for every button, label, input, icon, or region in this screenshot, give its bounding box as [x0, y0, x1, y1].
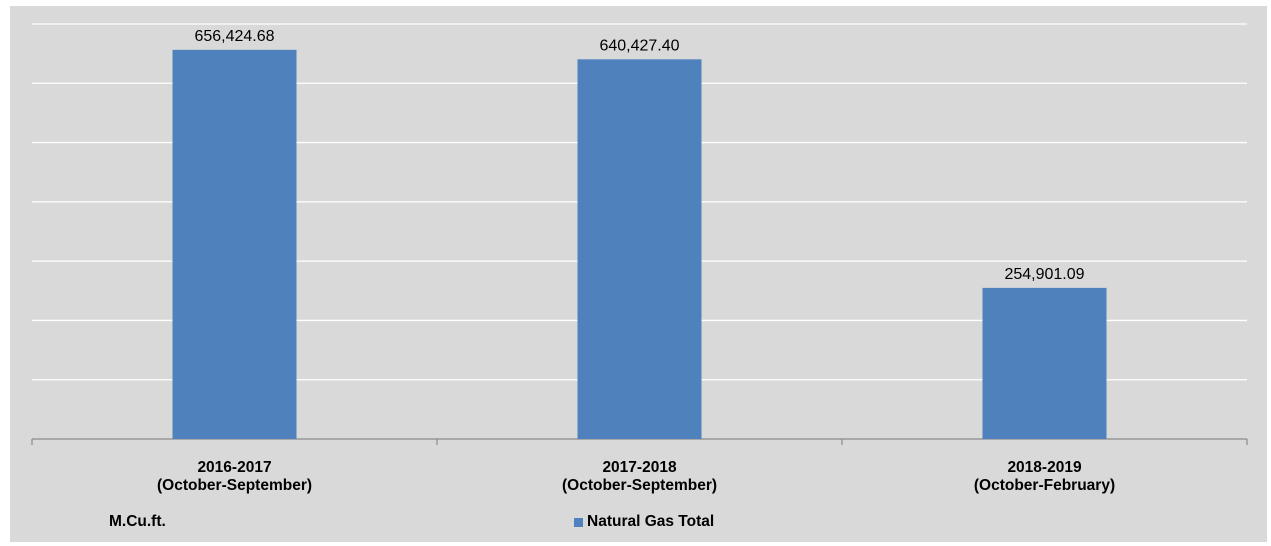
bar: [982, 287, 1107, 439]
category-label: (October-February): [974, 477, 1115, 494]
category-label: 2018-2019: [1007, 459, 1082, 476]
category-label: 2016-2017: [197, 459, 271, 476]
category-label: 2017-2018: [602, 459, 677, 476]
unit-label: M.Cu.ft.: [109, 513, 166, 530]
legend: Natural Gas Total: [574, 513, 714, 531]
legend-swatch: [574, 517, 583, 527]
category-label: (October-September): [157, 477, 312, 494]
category-label: (October-September): [562, 477, 717, 494]
data-label: 656,424.68: [194, 28, 274, 45]
legend-label: Natural Gas Total: [587, 513, 715, 530]
data-label: 254,901.09: [1004, 266, 1084, 283]
data-label: 640,427.40: [599, 37, 679, 54]
bar: [577, 59, 702, 439]
bar: [172, 49, 297, 440]
